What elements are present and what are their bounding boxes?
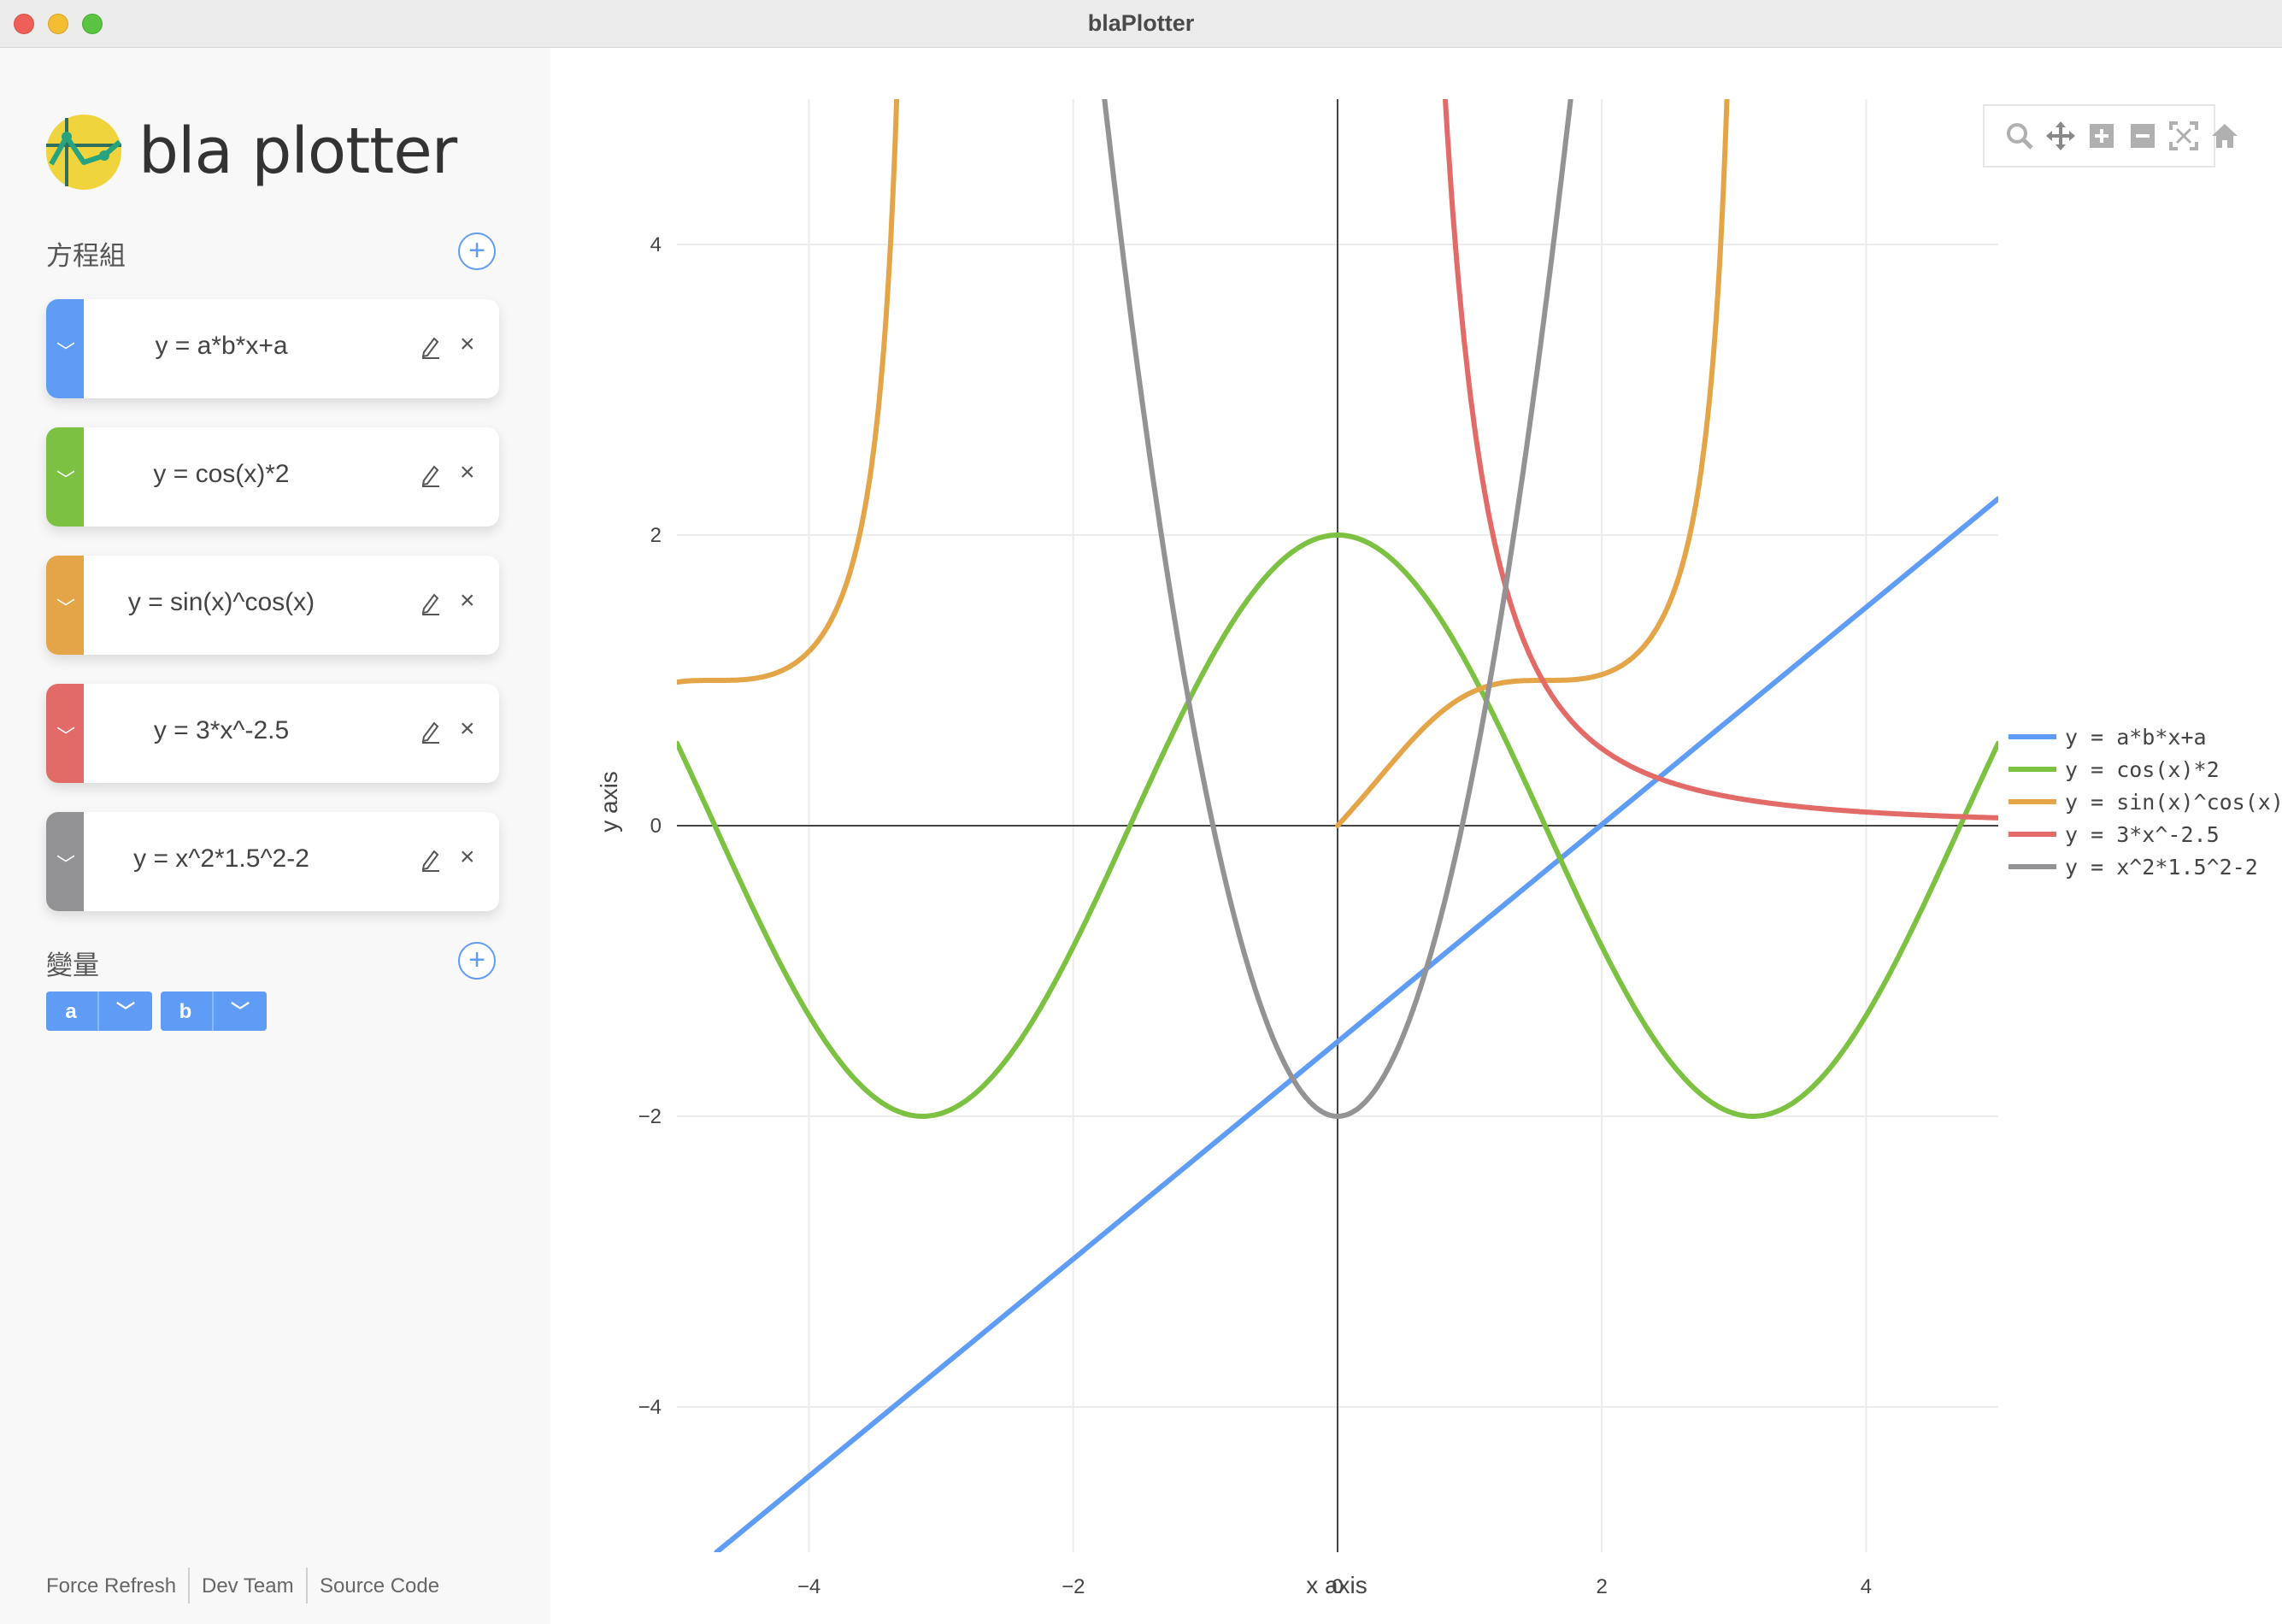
series-line xyxy=(1443,99,1998,821)
y-tick-label: 4 xyxy=(650,233,662,256)
legend-label: y = cos(x)*2 xyxy=(2065,757,2220,782)
force-refresh-link[interactable]: Force Refresh xyxy=(46,1574,177,1598)
delete-equation-icon[interactable]: × xyxy=(460,330,475,358)
variable-label: b xyxy=(179,1000,192,1023)
source-code-link[interactable]: Source Code xyxy=(320,1574,440,1598)
footer-divider xyxy=(306,1568,308,1603)
dev-team-link[interactable]: Dev Team xyxy=(202,1574,294,1598)
pan-icon[interactable] xyxy=(2046,121,2075,150)
window-title: blaPlotter xyxy=(1087,10,1195,36)
variable-label: a xyxy=(65,1000,77,1023)
divider xyxy=(97,991,99,1031)
series-line xyxy=(714,496,1998,1552)
series-line xyxy=(1102,99,1573,1119)
legend-label: y = sin(x)^cos(x) xyxy=(2065,790,2282,815)
equation-card[interactable]: ﹀ y = a*b*x+a × xyxy=(46,299,499,398)
equation-expand-tab[interactable]: ﹀ xyxy=(46,427,84,527)
equation-label: y = a*b*x+a xyxy=(155,332,288,360)
variables-title: 變量 xyxy=(46,950,99,980)
chevron-down-icon: ﹀ xyxy=(56,469,76,491)
y-tick-label: 2 xyxy=(650,524,662,547)
x-axis-label: x axis xyxy=(1306,1572,1367,1598)
equation-label: y = sin(x)^cos(x) xyxy=(127,588,315,616)
equation-card[interactable]: ﹀ y = x^2*1.5^2-2 × xyxy=(46,812,499,911)
legend-label: y = x^2*1.5^2-2 xyxy=(2065,855,2258,880)
x-tick-label: 4 xyxy=(1861,1575,1872,1598)
y-axis-label: y axis xyxy=(596,771,622,833)
y-tick-label: −4 xyxy=(638,1396,662,1419)
logo-icon xyxy=(46,115,121,190)
legend[interactable]: y = a*b*x+a y = cos(x)*2 y = sin(x)^cos(x)… xyxy=(2009,725,2282,880)
equation-expand-tab[interactable]: ﹀ xyxy=(46,684,84,783)
close-window-button[interactable] xyxy=(14,14,34,34)
chevron-down-icon: ﹀ xyxy=(56,726,76,747)
chevron-down-icon: ﹀ xyxy=(56,854,76,875)
reset-axes-home-icon[interactable] xyxy=(2210,121,2239,150)
logo-text: bla plotter xyxy=(138,115,457,188)
plot-modebar xyxy=(1983,104,2238,168)
edit-pencil-icon[interactable] xyxy=(421,462,441,487)
x-tick-label: 0 xyxy=(1332,1575,1343,1598)
edit-pencil-icon[interactable] xyxy=(421,846,441,872)
variable-a-button[interactable]: a ﹀ xyxy=(46,991,152,1031)
x-tick-label: −4 xyxy=(797,1575,820,1598)
series-line xyxy=(1335,99,1730,828)
series-line xyxy=(677,99,900,685)
legend-label: y = 3*x^-2.5 xyxy=(2065,822,2220,847)
zoom-in-icon[interactable] xyxy=(2087,121,2116,150)
y-tick-label: 0 xyxy=(650,815,662,838)
x-tick-label: −2 xyxy=(1062,1575,1085,1598)
equation-label: y = x^2*1.5^2-2 xyxy=(133,844,309,873)
series-line xyxy=(677,533,1998,1119)
equation-card[interactable]: ﹀ y = sin(x)^cos(x) × xyxy=(46,556,499,655)
equation-expand-tab[interactable]: ﹀ xyxy=(46,556,84,655)
variable-b-button[interactable]: b ﹀ xyxy=(161,991,267,1031)
delete-equation-icon[interactable]: × xyxy=(460,843,475,871)
equation-card[interactable]: ﹀ y = 3*x^-2.5 × xyxy=(46,684,499,783)
chevron-down-icon[interactable]: ﹀ xyxy=(115,1001,135,1022)
minimize-window-button[interactable] xyxy=(48,14,68,34)
chevron-down-icon[interactable]: ﹀ xyxy=(230,1001,250,1022)
delete-equation-icon[interactable]: × xyxy=(460,586,475,615)
edit-pencil-icon[interactable] xyxy=(421,718,441,744)
title-bar: blaPlotter xyxy=(0,0,2282,48)
edit-pencil-icon[interactable] xyxy=(421,590,441,615)
chevron-down-icon: ﹀ xyxy=(56,341,76,362)
delete-equation-icon[interactable]: × xyxy=(460,458,475,486)
equations-title: 方程組 xyxy=(46,241,126,271)
autoscale-icon[interactable] xyxy=(2169,121,2198,150)
zoom-out-icon[interactable] xyxy=(2128,121,2157,150)
divider xyxy=(212,991,214,1031)
equation-expand-tab[interactable]: ﹀ xyxy=(46,812,84,911)
y-tick-label: −2 xyxy=(638,1105,662,1128)
zoom-window-button[interactable] xyxy=(82,14,103,34)
equation-expand-tab[interactable]: ﹀ xyxy=(46,299,84,398)
tick-labels: −4 −2 0 2 4 −4 −2 0 2 4 xyxy=(638,233,1872,1598)
chevron-down-icon: ﹀ xyxy=(56,597,76,619)
x-tick-label: 2 xyxy=(1597,1575,1608,1598)
delete-equation-icon[interactable]: × xyxy=(460,715,475,743)
equation-card[interactable]: ﹀ y = cos(x)*2 × xyxy=(46,427,499,527)
add-variable-button[interactable]: + xyxy=(458,942,496,980)
add-equation-button[interactable]: + xyxy=(458,232,496,270)
equation-label: y = 3*x^-2.5 xyxy=(153,716,290,744)
plot-area[interactable]: −4 −2 0 2 4 −4 −2 0 2 4 x axis y axis y = a*b*x+a… xyxy=(550,48,2282,1624)
sidebar: bla plotter 方程組 + ﹀ y = a*b*x+a × ﹀ y = … xyxy=(0,48,550,1624)
footer-divider xyxy=(188,1568,190,1603)
edit-pencil-icon[interactable] xyxy=(421,333,441,359)
equation-label: y = cos(x)*2 xyxy=(153,460,290,488)
zoom-icon[interactable] xyxy=(2005,121,2034,150)
legend-label: y = a*b*x+a xyxy=(2065,725,2207,750)
series-layer xyxy=(677,99,1998,1552)
